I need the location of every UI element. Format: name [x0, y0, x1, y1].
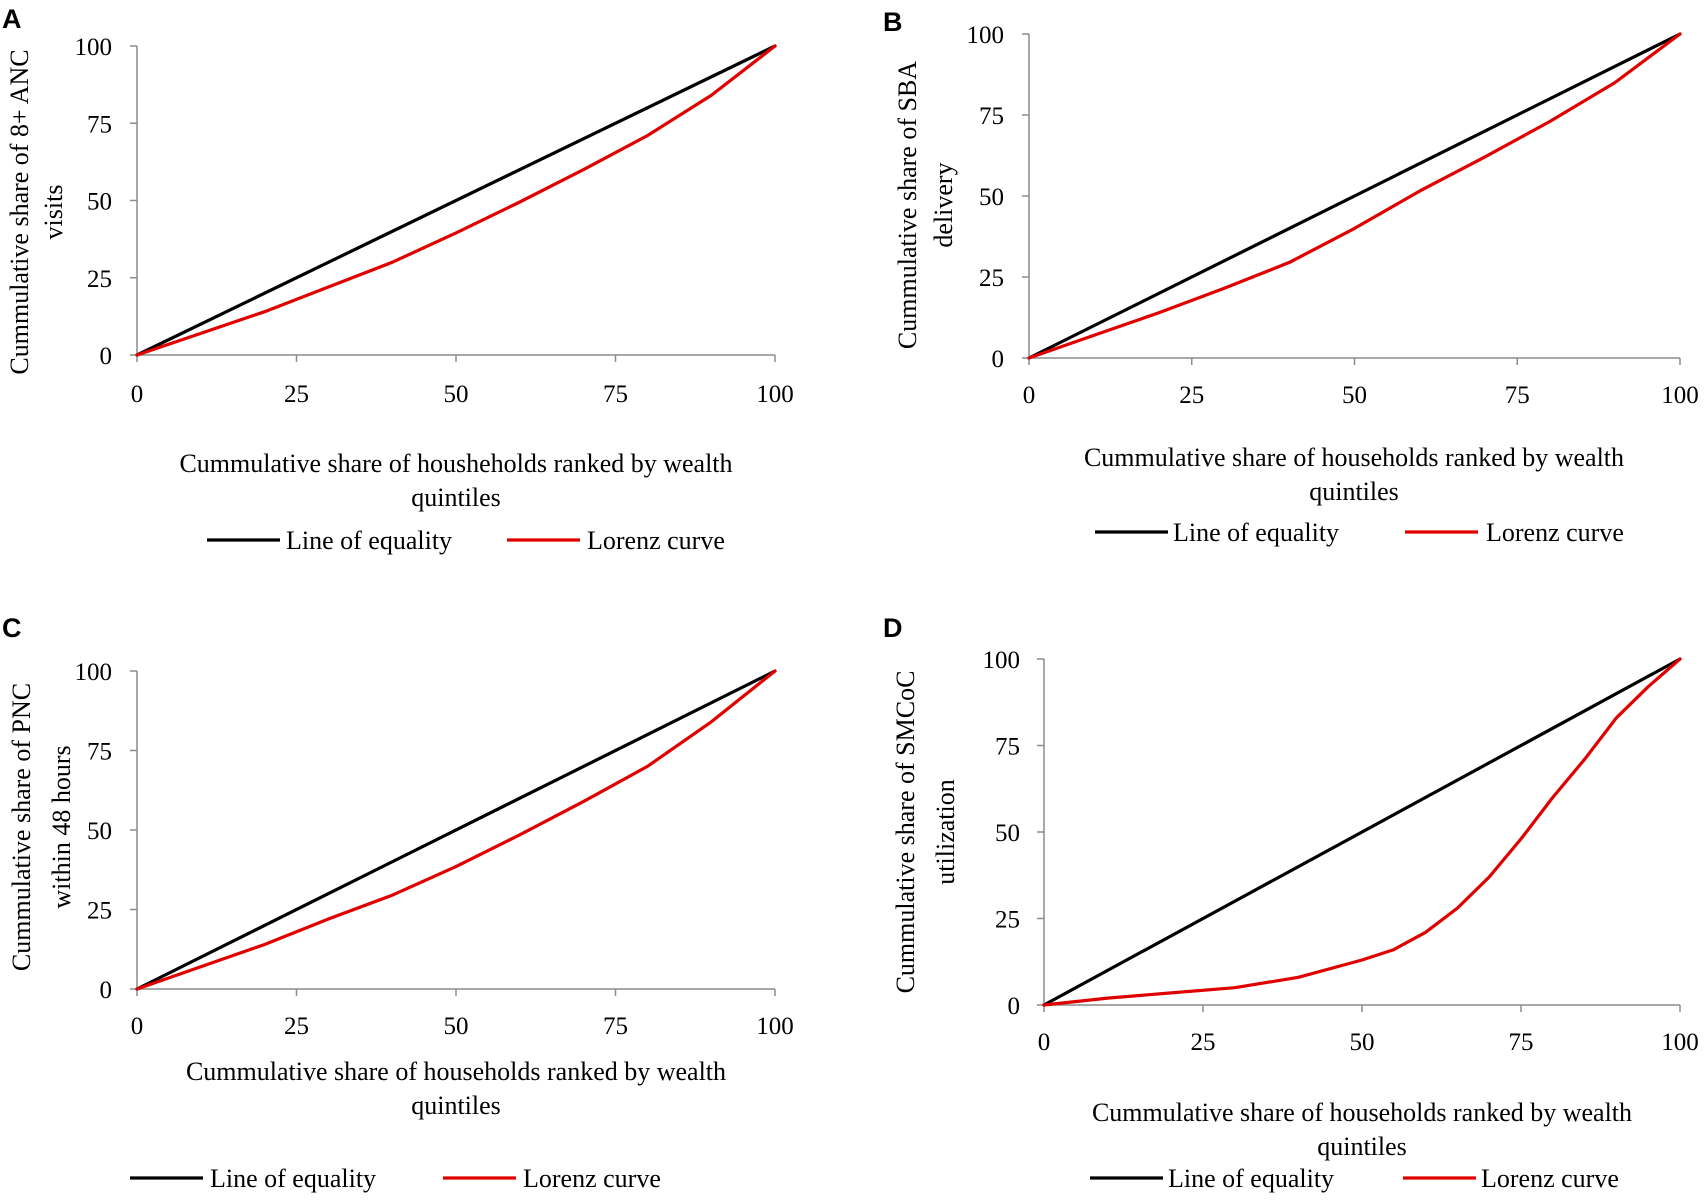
- lorenz-curve-series: [135, 669, 777, 991]
- y-axis-label: Cummulative share of SMCoC utilization: [891, 671, 960, 994]
- x-axis-label-line: Cummulative share of households ranked b…: [1092, 1098, 1632, 1127]
- x-axis-label-line: quintiles: [411, 1091, 501, 1120]
- x-tick-label: 75: [603, 381, 628, 408]
- legend-label-equality: Line of equality: [210, 1164, 376, 1193]
- x-tick-label: 50: [444, 381, 469, 408]
- x-axis-label-line: Cummulative share of housheholds ranked …: [179, 449, 732, 478]
- y-tick-label: 0: [100, 977, 113, 1004]
- x-tick-label: 0: [131, 1013, 144, 1040]
- x-tick-label: 100: [756, 1013, 794, 1040]
- y-tick-label: 75: [995, 734, 1020, 761]
- legend: Line of equality Lorenz curve: [130, 1164, 661, 1193]
- x-tick-label: 50: [1350, 1029, 1375, 1056]
- lorenz-curve-series: [1027, 32, 1682, 360]
- y-tick-label: 50: [995, 820, 1020, 847]
- x-tick-label: 75: [603, 1013, 628, 1040]
- x-tick-label: 25: [284, 1013, 309, 1040]
- x-axis-label-line: quintiles: [1317, 1132, 1407, 1161]
- x-tick-label: 0: [1038, 1029, 1051, 1056]
- y-tick-label: 25: [979, 265, 1004, 292]
- panel-letter: D: [883, 613, 903, 643]
- y-tick-label: 100: [75, 659, 113, 686]
- y-axis-label-line: Cummulative share of SMCoC: [891, 671, 920, 994]
- y-tick-label: 0: [992, 346, 1005, 373]
- x-tick-label: 0: [1023, 382, 1036, 409]
- y-tick-label: 25: [995, 907, 1020, 934]
- x-axis-label-line: Cummulative share of households ranked b…: [186, 1057, 726, 1086]
- y-axis-label-line: delivery: [929, 162, 958, 247]
- x-tick-label: 25: [284, 381, 309, 408]
- y-tick-label: 100: [75, 34, 113, 61]
- legend: Line of equality Lorenz curve: [1095, 518, 1624, 547]
- chart-panel-d: D 0 25 50 75 100 0 25 50 75 100 Cummulative share o…: [883, 613, 1699, 1193]
- x-tick-label: 75: [1509, 1029, 1534, 1056]
- x-tick-label: 25: [1191, 1029, 1216, 1056]
- y-tick-label: 75: [979, 103, 1004, 130]
- y-tick-label: 50: [87, 189, 112, 216]
- x-tick-label: 100: [756, 381, 794, 408]
- x-tick-label: 100: [1661, 382, 1699, 409]
- legend-label-lorenz: Lorenz curve: [587, 526, 725, 555]
- x-axis-label-line: quintiles: [1309, 477, 1399, 506]
- legend: Line of equality Lorenz curve: [1090, 1164, 1619, 1193]
- y-tick-label: 100: [983, 647, 1021, 674]
- x-tick-label: 25: [1179, 382, 1204, 409]
- legend: Line of equality Lorenz curve: [207, 526, 725, 555]
- legend-label-lorenz: Lorenz curve: [1486, 518, 1624, 547]
- panel-letter: B: [883, 7, 903, 37]
- y-tick-label: 100: [967, 22, 1005, 49]
- line-of-equality-series: [135, 669, 777, 991]
- chart-panel-b: B 0 25 50 75 100 0 25 50 75 100 Cummulative share o…: [883, 7, 1699, 547]
- y-axis-label-line: utilization: [931, 779, 960, 884]
- y-axis-label-line: Cummulative share of 8+ ANC: [5, 49, 34, 374]
- line-of-equality-series: [135, 44, 777, 357]
- panel-letter: A: [2, 4, 22, 34]
- x-tick-label: 100: [1661, 1029, 1699, 1056]
- panel-letter: C: [2, 613, 22, 643]
- y-axis-label-line: visits: [39, 185, 68, 240]
- x-tick-label: 50: [1342, 382, 1367, 409]
- x-tick-label: 75: [1505, 382, 1530, 409]
- x-axis-label-line: Cummulative share of households ranked b…: [1084, 443, 1624, 472]
- legend-label-lorenz: Lorenz curve: [523, 1164, 661, 1193]
- y-tick-label: 75: [87, 739, 112, 766]
- legend-label-equality: Line of equality: [286, 526, 452, 555]
- line-of-equality-series: [1027, 32, 1682, 360]
- y-tick-label: 50: [979, 184, 1004, 211]
- y-tick-label: 0: [1008, 993, 1021, 1020]
- legend-label-equality: Line of equality: [1173, 518, 1339, 547]
- y-axis-label: Cummulative share of 8+ ANC visits: [5, 49, 68, 374]
- y-tick-label: 75: [87, 111, 112, 138]
- chart-panel-a: A 0 25 50 75 100 0 25 50 75 100 Cummulative share o…: [2, 4, 794, 555]
- y-axis-label: Cummulative share of PNC within 48 hours: [7, 683, 76, 971]
- x-tick-label: 50: [444, 1013, 469, 1040]
- legend-label-lorenz: Lorenz curve: [1481, 1164, 1619, 1193]
- x-tick-label: 0: [131, 381, 144, 408]
- y-axis-label-line: Cummulative share of SBA: [893, 61, 922, 349]
- x-axis-label-line: quintiles: [411, 483, 501, 512]
- legend-label-equality: Line of equality: [1168, 1164, 1334, 1193]
- line-of-equality-series: [1042, 657, 1682, 1007]
- y-tick-label: 25: [87, 898, 112, 925]
- y-axis-label: Cummulative share of SBA delivery: [893, 61, 958, 349]
- y-tick-label: 25: [87, 266, 112, 293]
- y-axis-label-line: within 48 hours: [47, 745, 76, 908]
- y-axis-label-line: Cummulative share of PNC: [7, 683, 36, 971]
- y-tick-label: 50: [87, 818, 112, 845]
- lorenz-curve-series: [135, 44, 777, 357]
- lorenz-curve-series: [1042, 657, 1682, 1007]
- y-tick-label: 0: [100, 343, 113, 370]
